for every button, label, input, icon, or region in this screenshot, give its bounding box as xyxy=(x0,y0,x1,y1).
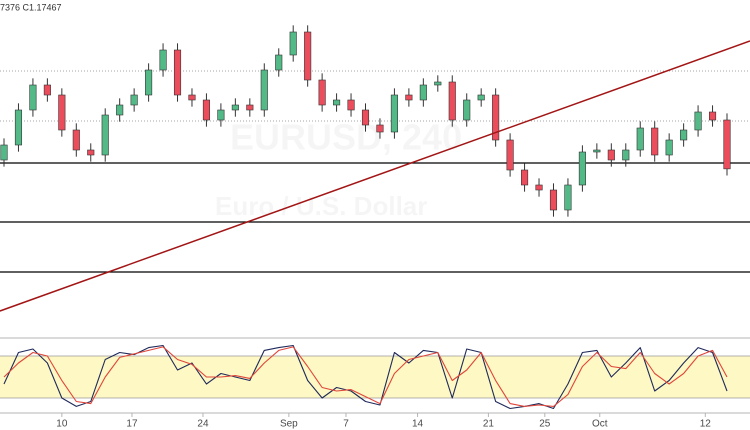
watermark: EURUSD, 240 xyxy=(230,117,462,158)
candle-body xyxy=(535,184,543,191)
candle-body xyxy=(593,149,601,153)
candle-body xyxy=(116,104,124,116)
x-tick-label: Sep xyxy=(280,419,298,430)
trendline xyxy=(0,40,750,312)
candle-body xyxy=(304,31,312,81)
candle-body xyxy=(636,127,644,151)
oscillator-line xyxy=(3,346,728,407)
candle-body xyxy=(318,79,326,106)
candle-body xyxy=(260,69,268,111)
oscillator-line xyxy=(3,344,728,410)
candle-body xyxy=(463,99,471,121)
candle-body xyxy=(130,94,138,106)
x-tick-label: 12 xyxy=(700,419,712,430)
candle-body xyxy=(405,94,413,101)
candle-body xyxy=(607,149,615,161)
x-tick-label: 24 xyxy=(197,419,209,430)
candle-body xyxy=(202,99,210,121)
candle-body xyxy=(564,184,572,211)
candle-body xyxy=(419,84,427,101)
candle-body xyxy=(665,139,673,156)
candle-body xyxy=(376,124,384,133)
candle-body xyxy=(188,94,196,101)
candle-body xyxy=(87,149,95,156)
x-tick-label: 25 xyxy=(539,419,551,430)
candle-body xyxy=(477,94,485,101)
candle-body xyxy=(521,169,529,186)
x-tick-label: 14 xyxy=(412,419,424,430)
candle-body xyxy=(347,99,355,111)
candle-body xyxy=(289,31,297,56)
candle-body xyxy=(492,94,500,141)
candle-body xyxy=(448,81,456,121)
candle-body xyxy=(549,189,558,211)
candle-body xyxy=(231,104,239,111)
candle-body xyxy=(651,127,659,156)
candle-body xyxy=(145,69,153,96)
x-tick-label: 10 xyxy=(56,419,68,430)
candle-body xyxy=(29,84,37,111)
candle-body xyxy=(101,114,109,156)
candle-body xyxy=(680,129,688,141)
candle-body xyxy=(723,119,731,170)
candle-body xyxy=(275,54,283,71)
candle-body xyxy=(58,94,66,131)
candle-body xyxy=(622,149,630,161)
candle-body xyxy=(708,111,717,121)
candle-body xyxy=(333,99,341,106)
x-tick-label: 7 xyxy=(343,419,349,430)
x-tick-label: Oct xyxy=(592,419,608,430)
candle-body xyxy=(14,109,23,146)
candle-body xyxy=(217,109,225,121)
x-tick-label: 21 xyxy=(483,419,495,430)
oscillator-band xyxy=(0,356,750,398)
candle-body xyxy=(434,81,442,86)
candle-body xyxy=(0,144,8,161)
candle-body xyxy=(506,139,514,171)
candle-body xyxy=(361,109,370,126)
candle-body xyxy=(578,151,586,186)
candle-body xyxy=(43,84,51,96)
candle-body xyxy=(390,94,398,133)
ohlc-label: 7376 C1.17467 xyxy=(0,2,62,12)
candle-body xyxy=(246,104,254,111)
x-tick-label: 17 xyxy=(126,419,138,430)
candle-body xyxy=(694,111,702,131)
candle-body xyxy=(72,129,80,151)
candle-body xyxy=(173,49,182,96)
candle-body xyxy=(159,49,167,71)
